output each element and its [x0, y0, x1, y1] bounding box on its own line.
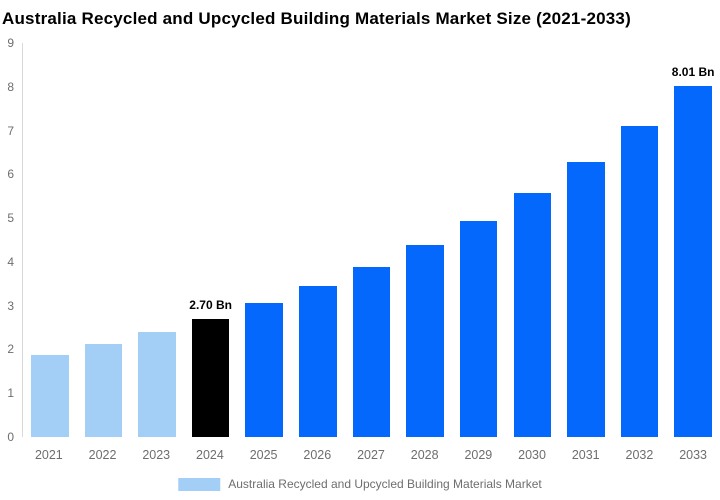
- bar-2023: [138, 332, 176, 437]
- y-tick-label: 0: [7, 430, 14, 444]
- x-tick-label: 2022: [88, 448, 117, 462]
- bars-area: 2.70 Bn 8.01 Bn: [23, 43, 720, 437]
- bar-slot: [613, 43, 667, 437]
- bar-slot: [291, 43, 345, 437]
- bar-slot: [398, 43, 452, 437]
- x-tick-label: 2024: [196, 448, 224, 462]
- bar-2032: [620, 126, 659, 437]
- bar-slot: [237, 43, 291, 437]
- bar-slot: [130, 43, 184, 437]
- x-axis: 2021 2022 2023 2024 2025 2026 2027 2028 2029 2030…: [22, 437, 720, 462]
- x-tick-label: 2031: [571, 448, 600, 462]
- bar-2028: [406, 245, 444, 437]
- y-tick-label: 2: [7, 342, 14, 357]
- x-tick-label: 2021: [34, 448, 63, 462]
- legend-label: Australia Recycled and Upcycled Building…: [228, 477, 542, 491]
- x-tick-label: 2026: [303, 448, 332, 462]
- bar-slot: 8.01 Bn: [666, 43, 720, 437]
- bar-slot: [77, 43, 131, 437]
- x-tick-label: 2023: [142, 448, 171, 462]
- x-tick-label: 2027: [357, 448, 385, 462]
- bar-2029: [459, 220, 498, 437]
- bar-value-label: 2.70 Bn: [189, 297, 232, 312]
- x-tick-label: 2029: [464, 448, 493, 462]
- bar-slot: 2.70 Bn: [184, 43, 238, 437]
- x-tick-label: 2033: [679, 448, 707, 462]
- y-tick-label: 7: [7, 123, 14, 138]
- bar-2025: [245, 303, 283, 437]
- bar-2033: [674, 86, 712, 437]
- y-tick-label: 4: [7, 254, 14, 269]
- bar-2024: [191, 318, 230, 437]
- y-axis: 0 1 2 3 4 5 6 7 8 9: [0, 36, 16, 444]
- y-tick-label: 3: [7, 298, 14, 313]
- bar-2022: [84, 344, 123, 437]
- bar-2031: [567, 161, 605, 437]
- bar-value-label: 8.01 Bn: [671, 65, 715, 80]
- chart-title: Australia Recycled and Upcycled Building…: [2, 9, 631, 28]
- legend-swatch: [178, 477, 221, 491]
- bar-slot: [345, 43, 399, 437]
- bar-slot: [505, 43, 559, 437]
- bar-2027: [352, 267, 391, 437]
- bar-2030: [513, 192, 552, 437]
- bar-slot: [452, 43, 506, 437]
- y-tick-label: 6: [7, 167, 14, 182]
- bar-slot: [23, 43, 77, 437]
- y-tick-label: 5: [7, 211, 14, 226]
- y-tick-label: 1: [7, 386, 14, 401]
- x-tick-label: 2025: [249, 448, 278, 462]
- x-tick-label: 2030: [518, 448, 546, 462]
- x-tick-label: 2028: [410, 448, 439, 462]
- legend: Australia Recycled and Upcycled Building…: [178, 477, 542, 491]
- y-tick-label: 8: [7, 79, 14, 94]
- bar-slot: [559, 43, 613, 437]
- plot-area: 2.70 Bn 8.01 Bn: [22, 43, 720, 437]
- x-tick-label: 2032: [625, 448, 654, 462]
- bar-2026: [299, 286, 337, 437]
- bar-2021: [31, 354, 69, 437]
- y-tick-label: 9: [7, 36, 14, 50]
